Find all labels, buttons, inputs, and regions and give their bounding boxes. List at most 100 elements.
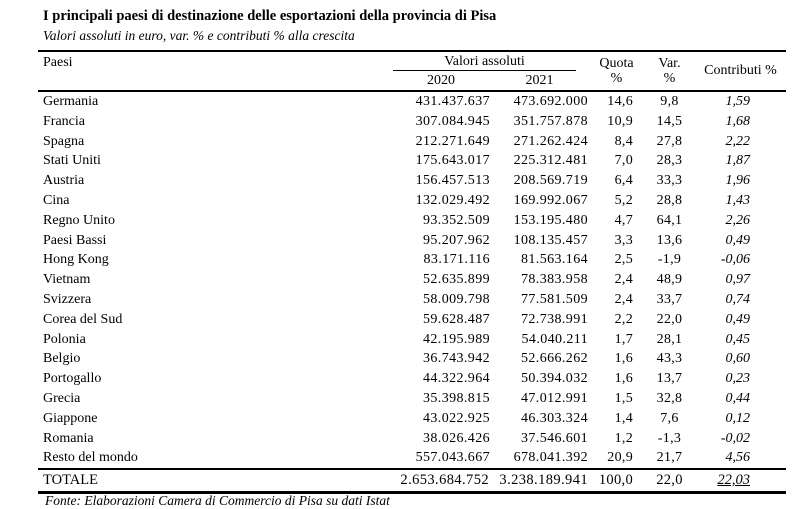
value-2020-cell: 42.195.989 xyxy=(423,331,490,347)
var-cell: 7,6 xyxy=(660,410,679,426)
var-cell: 14,5 xyxy=(656,113,683,129)
value-2021-cell: 50.394.032 xyxy=(521,371,588,387)
table-row: Romania 38.026.426 37.546.601 1,2 -1,3 -0,02 xyxy=(38,429,786,449)
table-footer: TOTALE 2.653.684.752 3.238.189.941 100,0… xyxy=(38,468,786,495)
value-2020-cell: 132.029.492 xyxy=(415,192,490,208)
value-2020-cell: 93.352.509 xyxy=(423,212,490,228)
var-cell: 13,6 xyxy=(656,232,683,248)
country-cell: Portogallo xyxy=(43,371,102,387)
country-cell: Hong Kong xyxy=(43,252,109,268)
table-title: I principali paesi di destinazione delle… xyxy=(43,8,497,24)
var-cell: 9,8 xyxy=(660,94,679,109)
value-2020-cell: 557.043.667 xyxy=(415,450,490,466)
country-cell: Corea del Sud xyxy=(43,311,123,327)
country-cell: Romania xyxy=(43,430,94,446)
quota-label: Quota xyxy=(599,56,634,71)
quota-percent-label: % xyxy=(610,71,623,86)
table-row: Francia 307.084.945 351.757.878 10,9 14,5 1,6… xyxy=(38,112,786,132)
table-row: Regno Unito 93.352.509 153.195.480 4,7 64,1 2… xyxy=(38,211,786,231)
contributi-cell: 1,43 xyxy=(725,192,751,208)
table-body: Germania 431.437.637 473.692.000 14,6 9,8 1,5… xyxy=(38,91,786,469)
var-cell: 13,7 xyxy=(656,371,683,387)
country-cell: Regno Unito xyxy=(43,212,115,228)
quota-cell: 4,7 xyxy=(614,212,633,228)
value-2020-cell: 44.322.964 xyxy=(423,371,490,387)
contributi-cell: -0,06 xyxy=(720,252,750,268)
var-cell: -1,3 xyxy=(657,430,682,446)
table-row: Hong Kong 83.171.116 81.563.164 2,5 -1,9 -0,0… xyxy=(38,250,786,270)
table-row: Resto del mondo 557.043.667 678.041.392 20,… xyxy=(38,448,786,469)
var-cell: 64,1 xyxy=(656,212,683,228)
var-cell: 32,8 xyxy=(656,390,683,406)
quota-cell: 7,0 xyxy=(614,153,633,169)
value-2021-cell: 473.692.000 xyxy=(513,94,588,109)
table-row: Giappone 43.022.925 46.303.324 1,4 7,6 0,12 xyxy=(38,409,786,429)
value-2020-cell: 43.022.925 xyxy=(423,410,490,426)
value-2021-cell: 153.195.480 xyxy=(513,212,588,228)
quota-cell: 2,4 xyxy=(614,291,633,307)
contributi-cell: 0,49 xyxy=(725,232,751,248)
value-2020-cell: 95.207.962 xyxy=(423,232,490,248)
country-cell: Paesi Bassi xyxy=(43,232,107,248)
contributi-cell: 4,56 xyxy=(725,450,751,466)
value-2020-cell: 156.457.513 xyxy=(415,173,490,189)
var-label: Var. xyxy=(658,56,681,71)
column-header-2021: 2021 xyxy=(525,73,554,88)
value-2020-cell: 58.009.798 xyxy=(423,291,490,307)
contributi-cell: 0,60 xyxy=(725,351,751,367)
quota-cell: 1,6 xyxy=(614,371,633,387)
var-percent-label: % xyxy=(663,71,676,86)
value-2021-cell: 54.040.211 xyxy=(521,331,588,347)
quota-cell: 6,4 xyxy=(614,173,633,189)
value-2021-cell: 169.992.067 xyxy=(513,192,588,208)
value-2020-cell: 175.643.017 xyxy=(415,153,490,169)
value-2021-cell: 108.135.457 xyxy=(513,232,588,248)
var-cell: 33,3 xyxy=(656,173,683,189)
value-2020-cell: 212.271.649 xyxy=(415,133,490,149)
contributi-cell: 1,59 xyxy=(725,94,751,109)
quota-cell: 3,3 xyxy=(614,232,633,248)
contributi-cell: 0,49 xyxy=(725,311,751,327)
quota-cell: 2,2 xyxy=(614,311,633,327)
value-2021-cell: 52.666.262 xyxy=(521,351,588,367)
country-cell: Polonia xyxy=(43,331,86,347)
var-cell: 28,1 xyxy=(656,331,683,347)
value-2020-cell: 52.635.899 xyxy=(423,272,490,288)
quota-cell: 1,2 xyxy=(614,430,633,446)
country-cell: Vietnam xyxy=(43,272,91,288)
country-cell: Svizzera xyxy=(43,291,92,307)
country-cell: Spagna xyxy=(43,133,85,149)
country-cell: Grecia xyxy=(43,390,81,406)
valori-assoluti-label: Valori assoluti xyxy=(393,54,576,71)
quota-cell: 1,7 xyxy=(614,331,633,347)
header-row-2: 2020 2021 xyxy=(38,71,786,91)
contributi-cell: 0,45 xyxy=(725,331,751,347)
exports-table: Paesi Valori assoluti Quota % Var. % Con… xyxy=(38,50,786,495)
value-2021-cell: 678.041.392 xyxy=(513,450,588,466)
var-cell: 28,3 xyxy=(656,153,683,169)
value-2020-cell: 36.743.942 xyxy=(423,351,490,367)
table-row: Stati Uniti 175.643.017 225.312.481 7,0 28,3… xyxy=(38,151,786,171)
value-2021-cell: 37.546.601 xyxy=(521,430,588,446)
var-cell: 28,8 xyxy=(656,192,683,208)
country-cell: Giappone xyxy=(43,410,98,426)
country-cell: Resto del mondo xyxy=(43,450,138,466)
contributi-cell: 2,26 xyxy=(725,212,751,228)
var-cell: 27,8 xyxy=(656,133,683,149)
column-header-paesi: Paesi xyxy=(43,55,73,70)
total-row: TOTALE 2.653.684.752 3.238.189.941 100,0… xyxy=(38,468,786,495)
quota-cell: 2,4 xyxy=(614,272,633,288)
column-header-valori-assoluti: Valori assoluti xyxy=(392,51,589,71)
table-row: Spagna 212.271.649 271.262.424 8,4 27,8 2,22 xyxy=(38,132,786,152)
total-quota: 100,0 xyxy=(589,468,644,495)
value-2020-cell: 59.628.487 xyxy=(423,311,490,327)
column-header-quota: Quota % xyxy=(589,51,644,91)
country-cell: Stati Uniti xyxy=(43,153,101,169)
table-row: Portogallo 44.322.964 50.394.032 1,6 13,7 0,2… xyxy=(38,369,786,389)
table-row: Belgio 36.743.942 52.666.262 1,6 43,3 0,60 xyxy=(38,349,786,369)
table-row: Polonia 42.195.989 54.040.211 1,7 28,1 0,45 xyxy=(38,330,786,350)
quota-cell: 1,4 xyxy=(614,410,633,426)
country-cell: Austria xyxy=(43,173,85,189)
value-2021-cell: 351.757.878 xyxy=(513,113,588,129)
